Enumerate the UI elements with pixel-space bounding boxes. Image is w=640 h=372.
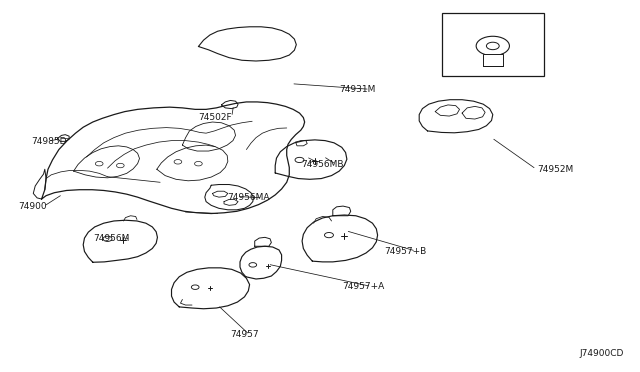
Text: 74900: 74900 — [18, 202, 47, 211]
Text: 74957+A: 74957+A — [342, 282, 385, 291]
Text: 74931M: 74931M — [339, 85, 376, 94]
Bar — [483, 54, 503, 65]
Text: 74502F: 74502F — [198, 113, 232, 122]
Text: 74902FA: 74902FA — [475, 29, 514, 38]
Text: 74956MA: 74956MA — [227, 193, 269, 202]
Text: 74956M: 74956M — [93, 234, 129, 243]
Bar — [442, 13, 544, 76]
Text: 74985D: 74985D — [31, 137, 66, 146]
Text: 74957: 74957 — [230, 330, 259, 339]
Text: 74952M: 74952M — [538, 165, 574, 174]
Text: 74956MB: 74956MB — [301, 160, 343, 169]
Text: J74900CD: J74900CD — [580, 349, 624, 358]
Text: 74957+B: 74957+B — [384, 247, 426, 256]
